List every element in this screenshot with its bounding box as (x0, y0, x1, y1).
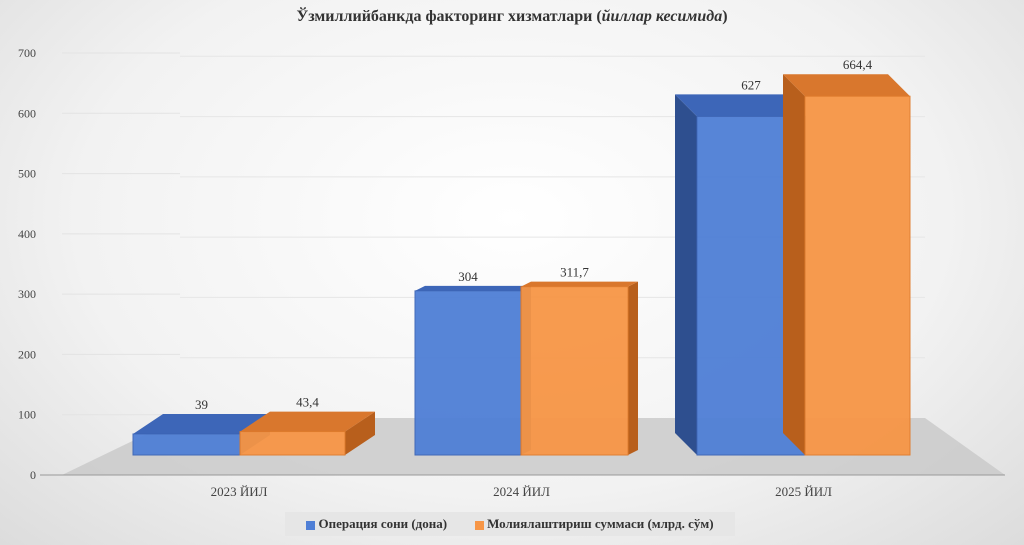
bar-top (415, 285, 531, 291)
y-tick-label: 400 (18, 227, 36, 241)
data-label: 39 (195, 397, 208, 412)
bar-top (675, 94, 805, 117)
y-tick-label: 200 (18, 347, 36, 361)
y-tick-label: 600 (18, 106, 36, 120)
legend-item-financing: Молиялаштириш суммаси (млрд. сўм) (475, 516, 714, 532)
data-label: 304 (458, 269, 478, 284)
bar-top (133, 413, 270, 434)
bar-side (345, 411, 375, 455)
bar-top (521, 281, 638, 287)
bar-side (783, 74, 805, 455)
legend-item-operations: Операция сони (дона) (306, 516, 447, 532)
bar-top (240, 411, 375, 432)
bar-1-1 (520, 286, 629, 456)
bar-1-0 (239, 431, 346, 456)
y-tick-label: 0 (30, 468, 36, 482)
bar-side (628, 281, 638, 455)
data-label: 627 (741, 77, 761, 92)
chart-title: Ўзмиллийбанкда факторинг хизматлари (йил… (296, 8, 728, 25)
bar-0-0 (132, 433, 241, 456)
y-tick-label: 500 (18, 167, 36, 181)
data-label: 311,7 (560, 265, 589, 280)
bar-0-1 (414, 290, 522, 456)
data-label: 664,4 (843, 57, 873, 72)
bar-side (675, 94, 697, 456)
y-tick-label: 700 (18, 46, 36, 60)
y-tick-label: 100 (18, 408, 36, 422)
legend: Операция сони (дона) Молиялаштириш сумма… (285, 512, 735, 536)
y-tick-label: 300 (18, 287, 36, 301)
data-label: 43,4 (296, 395, 319, 410)
x-tick-label: 2025 ЙИЛ (775, 484, 832, 499)
x-tick-label: 2023 ЙИЛ (211, 484, 268, 499)
x-tick-label: 2024 ЙИЛ (493, 484, 550, 499)
bar-1-2 (804, 95, 911, 456)
bar-top (783, 74, 910, 97)
